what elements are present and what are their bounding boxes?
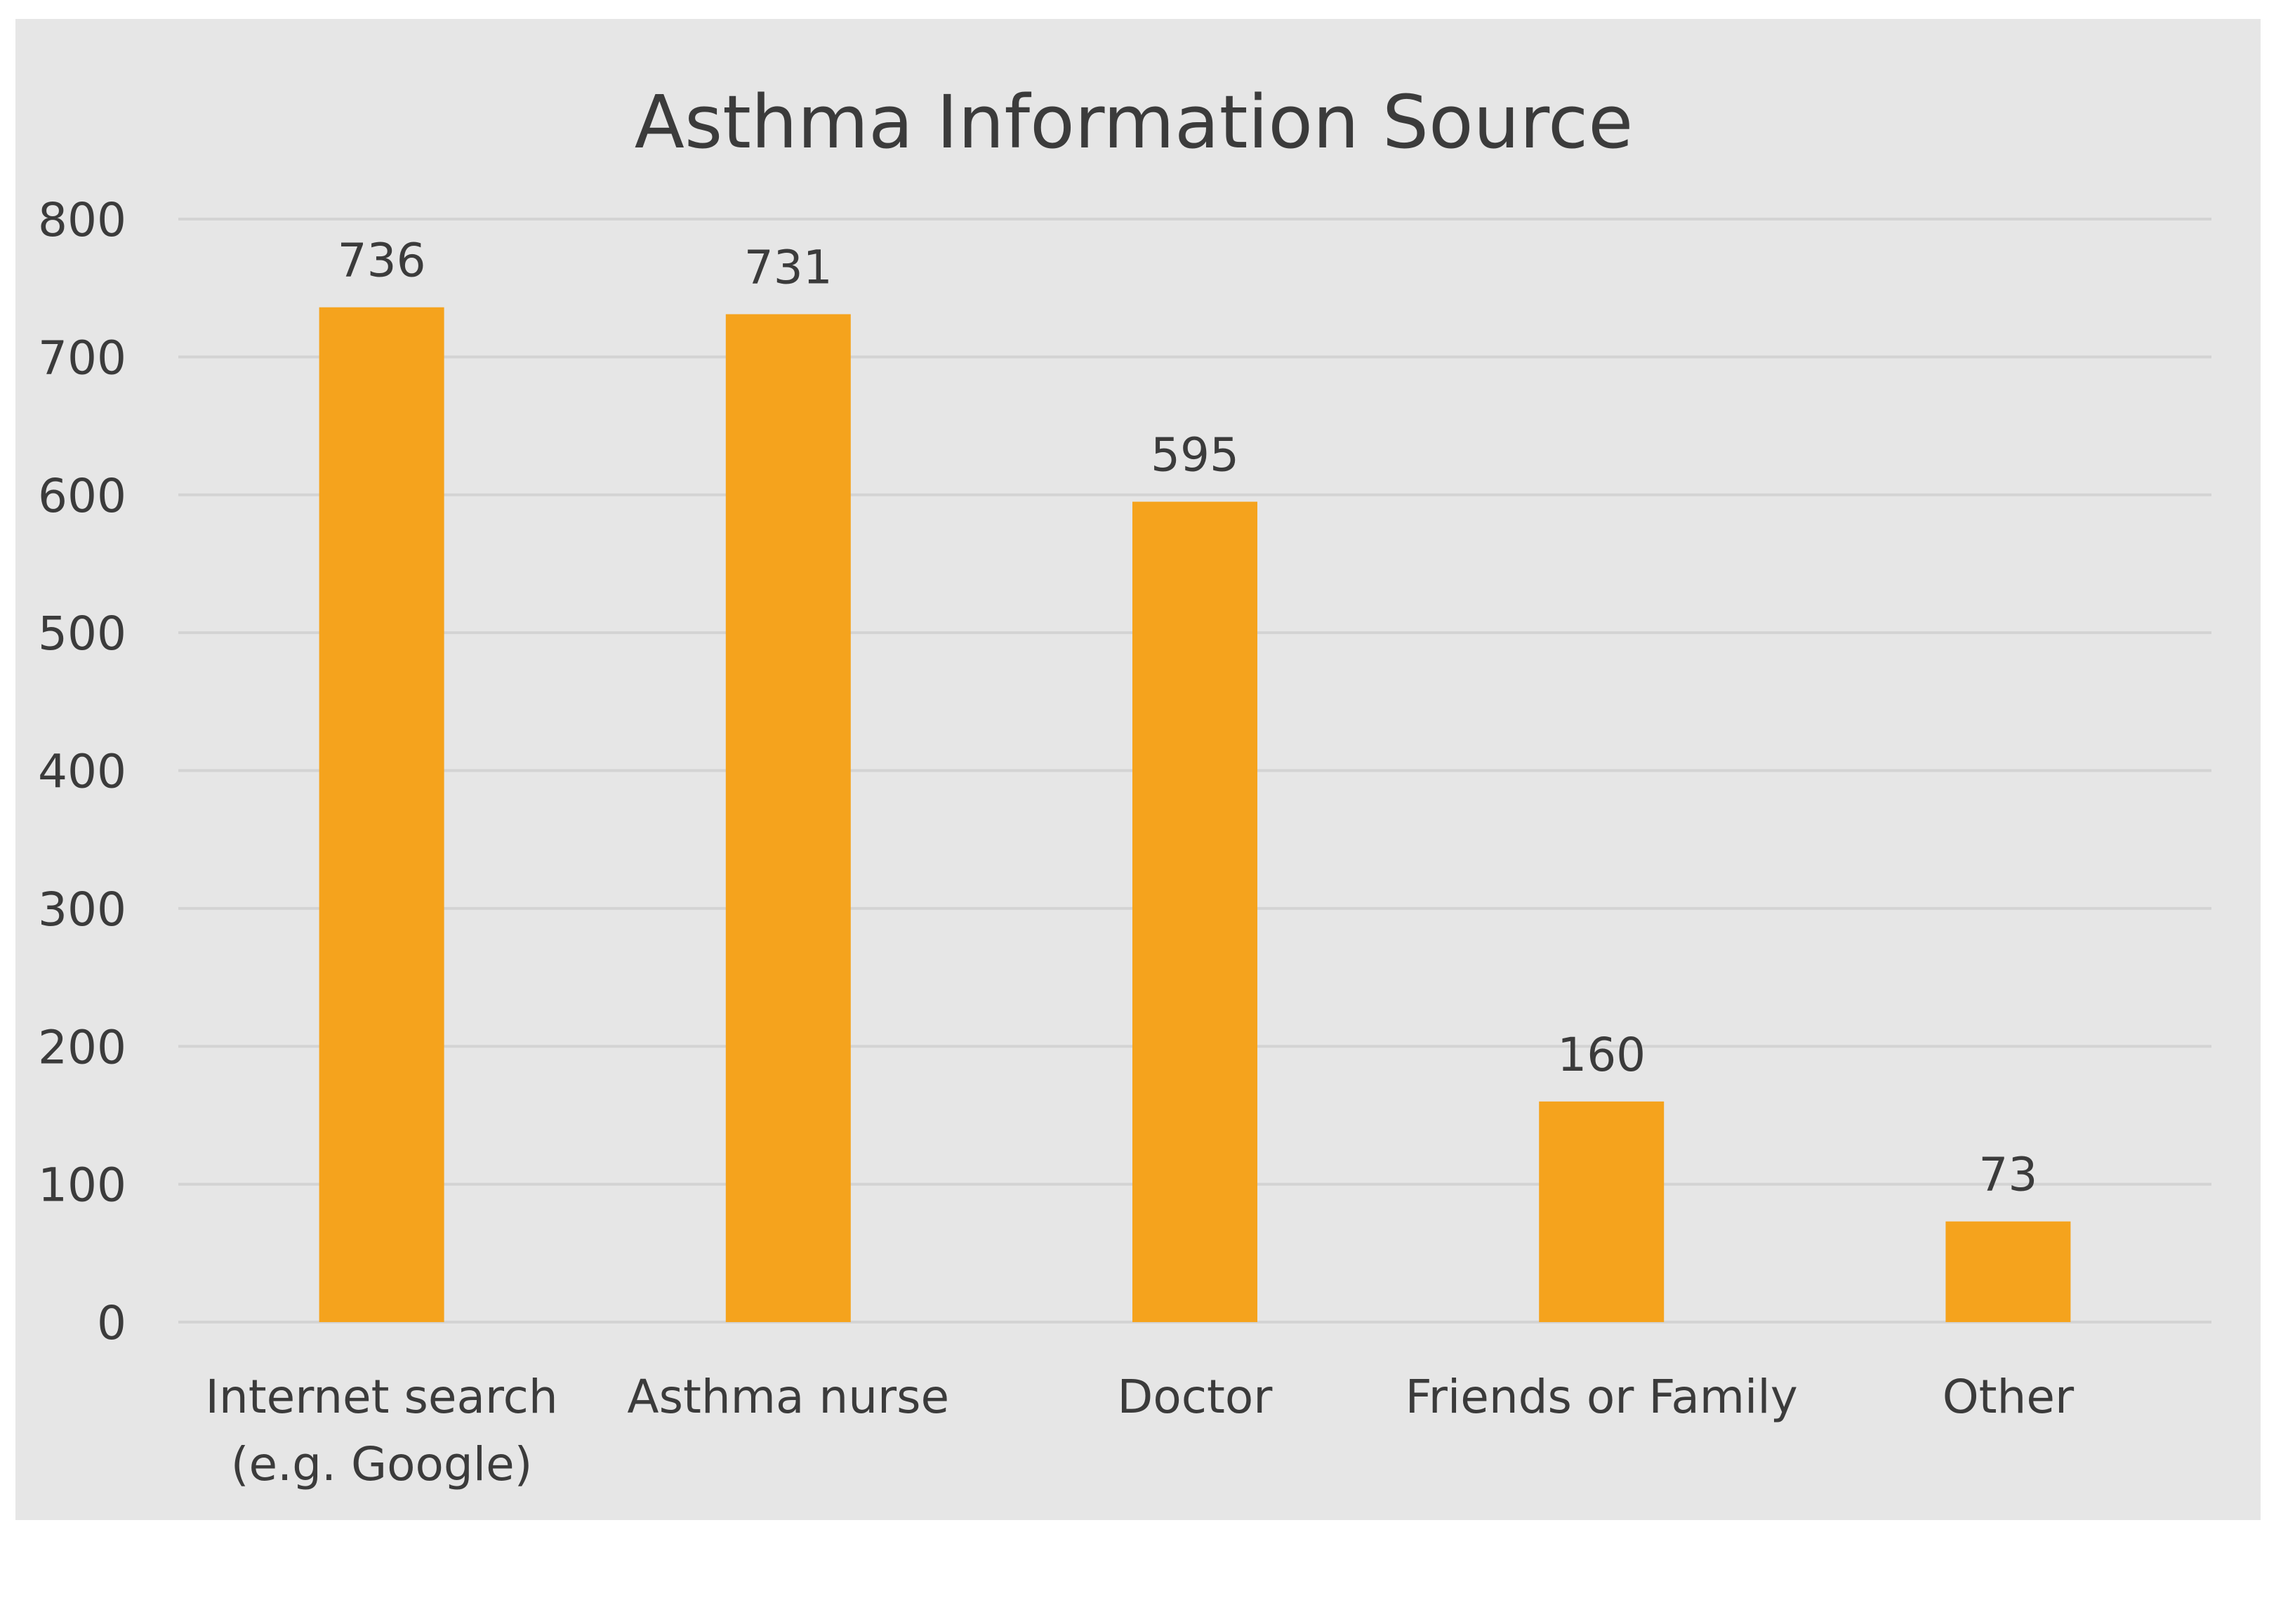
bar-2: [1132, 501, 1257, 1322]
data-label: 160: [1557, 1028, 1646, 1082]
chart-title: Asthma Information Source: [635, 79, 1633, 165]
y-tick-label: 0: [97, 1296, 126, 1350]
bar-3: [1539, 1101, 1665, 1322]
data-label: 595: [1151, 428, 1239, 482]
x-tick-label: Asthma nurse: [627, 1370, 949, 1424]
data-label: 73: [1978, 1148, 2037, 1202]
y-tick-label: 600: [38, 469, 126, 523]
x-tick-label: Other: [1943, 1370, 2075, 1424]
y-tick-label: 800: [38, 193, 126, 247]
y-tick-label: 400: [38, 745, 126, 799]
y-tick-label: 500: [38, 607, 126, 661]
y-tick-label: 100: [38, 1158, 126, 1213]
x-tick-label: Internet search: [205, 1370, 557, 1424]
data-label: 736: [338, 234, 426, 288]
x-tick-label: (e.g. Google): [231, 1437, 533, 1491]
bars: [319, 307, 2071, 1323]
chart-panel: Asthma Information Source 0 100 200 300 400 5…: [15, 19, 2261, 1520]
bar-chart: Asthma Information Source 0 100 200 300 400 5…: [38, 79, 2211, 1491]
x-tick-label: Doctor: [1118, 1370, 1274, 1424]
x-tick-label: Friends or Family: [1405, 1370, 1798, 1424]
bar-0: [319, 307, 444, 1323]
bar-4: [1945, 1221, 2071, 1322]
y-tick-label: 300: [38, 883, 126, 937]
data-labels: 736 731 595 160 73: [338, 234, 2038, 1202]
bar-1: [725, 314, 851, 1322]
x-axis-ticks: Internet search (e.g. Google) Asthma nurse…: [205, 1370, 2075, 1491]
y-tick-label: 700: [38, 331, 126, 385]
y-axis-ticks: 0 100 200 300 400 500 600 700 800: [38, 193, 126, 1350]
data-label: 731: [744, 240, 833, 294]
y-tick-label: 200: [38, 1020, 126, 1074]
